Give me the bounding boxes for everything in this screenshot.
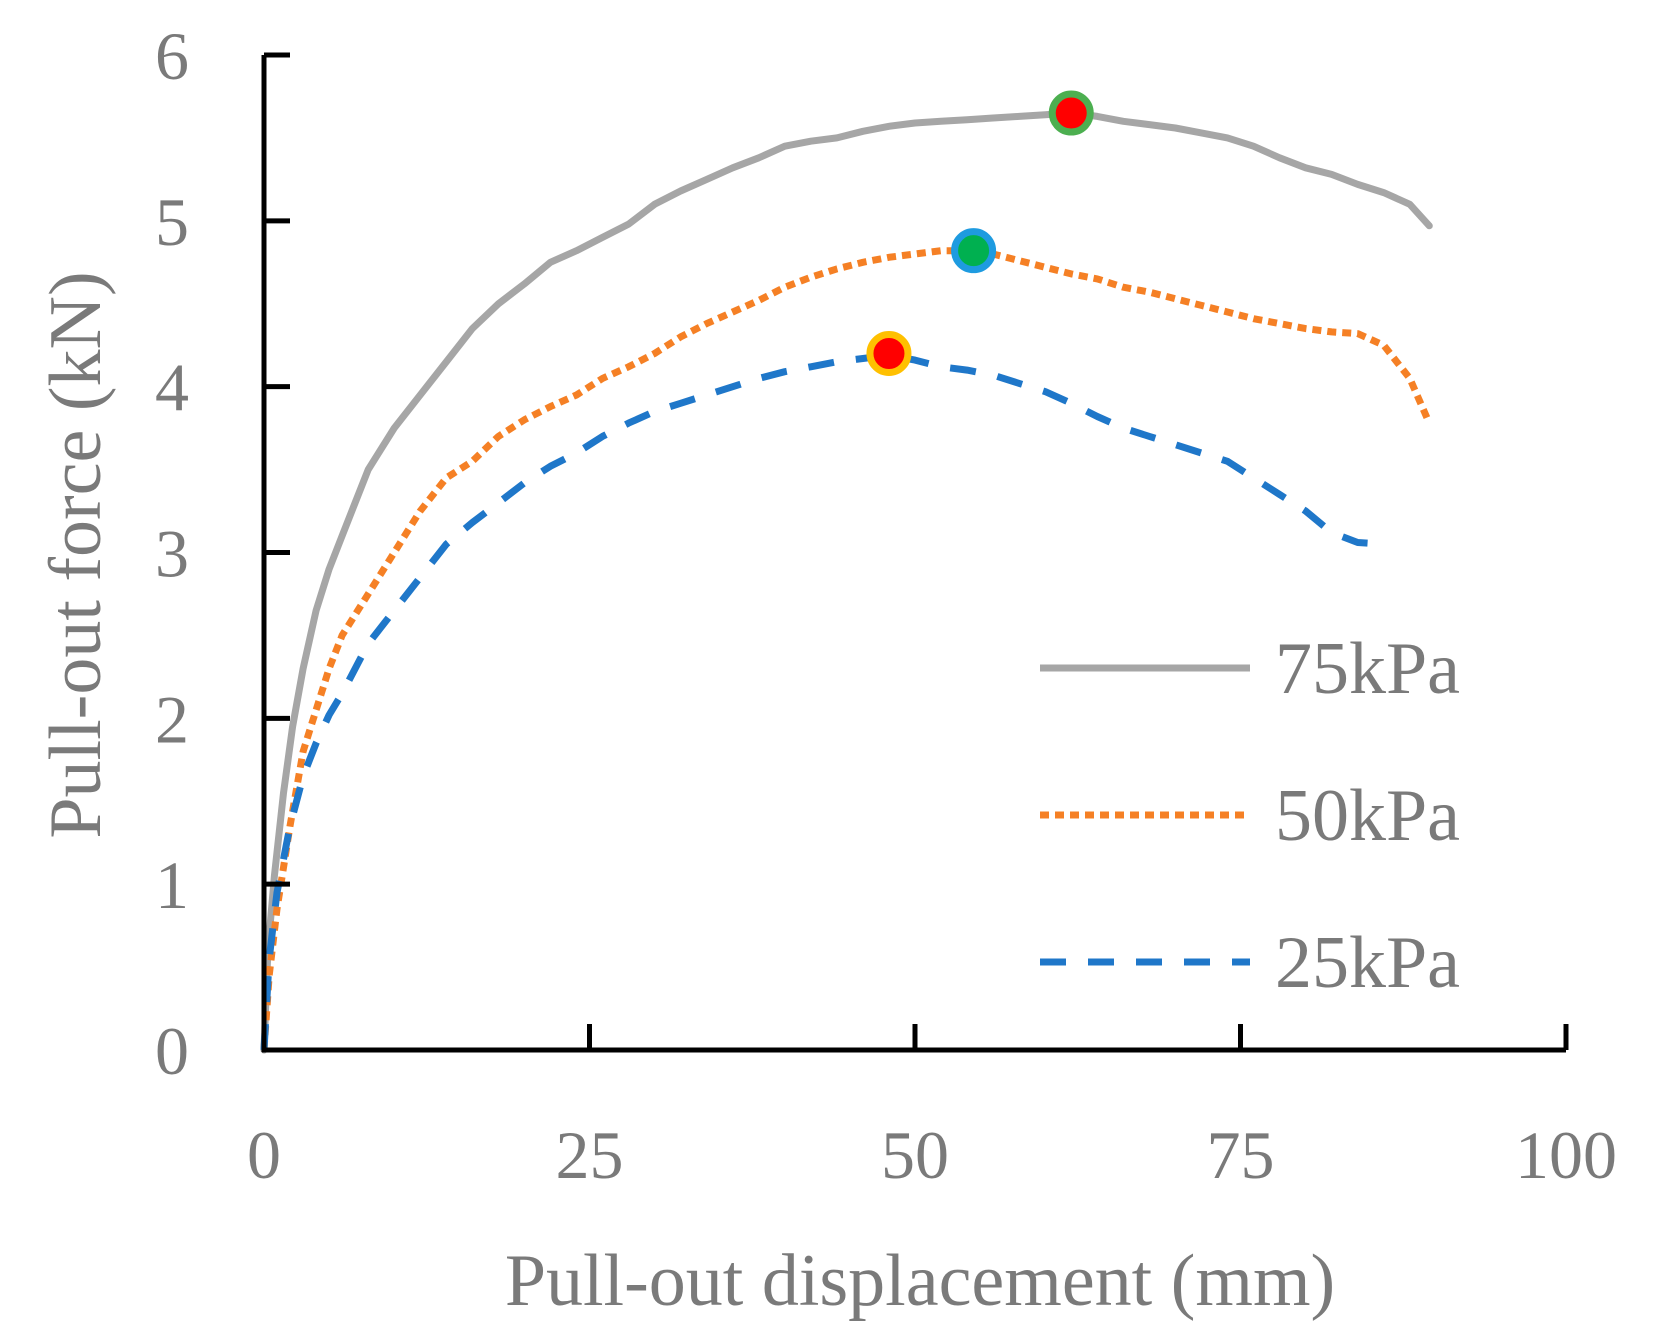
peak-marker-75kPa bbox=[1048, 90, 1094, 136]
x-tick-label: 75 bbox=[1207, 1117, 1275, 1193]
legend-label-25kPa: 25kPa bbox=[1275, 922, 1460, 1004]
y-axis-title: Pull-out force (kN) bbox=[35, 271, 117, 838]
series-line-75kPa bbox=[260, 109, 1433, 1054]
y-tick-label: 3 bbox=[155, 516, 189, 592]
peak-marker-50kPa bbox=[951, 228, 997, 274]
y-tick-label: 5 bbox=[155, 184, 189, 260]
tick-labels: 0 1 2 3 4 5 6 0 25 50 75 100 bbox=[155, 18, 1617, 1193]
legend: 75kPa 50kPa 25kPa bbox=[1040, 628, 1460, 1004]
x-tick-label: 100 bbox=[1515, 1117, 1617, 1193]
x-tick-label: 25 bbox=[556, 1117, 624, 1193]
y-tick-label: 0 bbox=[155, 1013, 189, 1089]
x-tick-label: 50 bbox=[881, 1117, 949, 1193]
peak-marker-25kPa bbox=[866, 331, 912, 376]
x-tick-label: 0 bbox=[247, 1117, 281, 1193]
series-line-25kPa bbox=[260, 351, 1384, 1051]
legend-label-50kPa: 50kPa bbox=[1275, 775, 1460, 857]
y-tick-label: 4 bbox=[155, 350, 189, 426]
y-tick-label: 2 bbox=[155, 681, 189, 757]
legend-label-75kPa: 75kPa bbox=[1275, 628, 1460, 710]
y-tick-label: 1 bbox=[155, 847, 189, 923]
x-axis-title: Pull-out displacement (mm) bbox=[505, 1240, 1335, 1322]
axes bbox=[261, 52, 1569, 1053]
series-layer bbox=[260, 109, 1433, 1054]
peak-markers bbox=[866, 90, 1094, 376]
y-tick-label: 6 bbox=[155, 18, 189, 94]
series-line-50kPa bbox=[260, 247, 1433, 1051]
